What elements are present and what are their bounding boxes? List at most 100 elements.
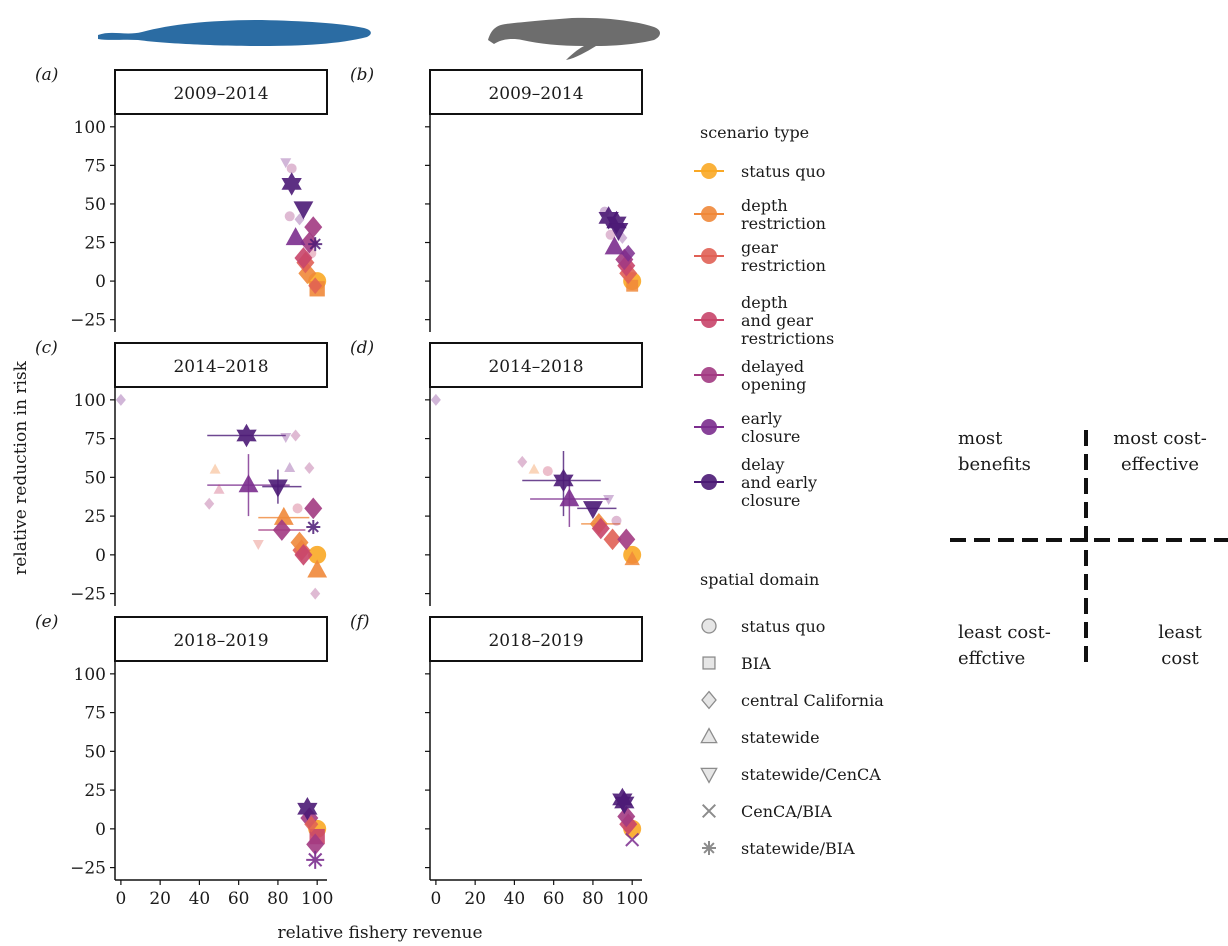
data-point <box>280 158 292 169</box>
legend-label: status quo <box>741 617 825 636</box>
legend-label: CenCA/BIA <box>741 802 832 821</box>
strip-label: 2018–2019 <box>173 631 268 651</box>
x-tick-label: 0 <box>115 889 126 909</box>
x-tick-label: 80 <box>267 889 289 909</box>
data-point <box>306 833 325 856</box>
panel-tag: (e) <box>35 612 58 632</box>
x-tick-label: 40 <box>504 889 526 909</box>
panels: (a) 2009–2014 100 75 50 25 0 −25 (b) 2009–2014 (c)… <box>35 65 648 909</box>
legend-label: restrictions <box>741 329 834 348</box>
data-point <box>553 468 574 493</box>
legend-label: closure <box>741 427 800 446</box>
strip-label: 2009–2014 <box>488 84 583 104</box>
strip-label: 2014–2018 <box>173 357 268 377</box>
legend-label: central California <box>741 691 884 710</box>
y-tick-label: 25 <box>84 234 106 254</box>
y-tick-label: 75 <box>84 704 106 724</box>
y-tick-label: 0 <box>95 546 106 566</box>
legend-key-marker <box>701 163 717 179</box>
legend-shape-icon <box>702 841 716 855</box>
x-tick-label: 100 <box>616 889 648 909</box>
data-point <box>625 832 640 847</box>
data-point <box>236 423 257 448</box>
quadrant-label-bottom-left: effctive <box>958 648 1025 669</box>
y-tick-label: −25 <box>70 311 106 331</box>
data-point <box>624 551 640 566</box>
data-point <box>268 479 288 498</box>
legend-label: opening <box>741 375 806 394</box>
data-point <box>304 815 319 833</box>
legend-shape-icon <box>702 656 716 670</box>
data-point <box>617 805 636 828</box>
legend-spatial-domain: spatial domain status quo BIA central Calif… <box>700 570 884 858</box>
strip-label: 2009–2014 <box>173 84 268 104</box>
legend-label: delay <box>741 455 784 474</box>
panel-tag: (c) <box>35 338 58 358</box>
strip-label: 2018–2019 <box>488 631 583 651</box>
legend-key-marker <box>701 312 717 328</box>
strip-box <box>114 342 328 388</box>
legend-title: spatial domain <box>700 570 819 589</box>
panel-tag: (b) <box>350 65 374 85</box>
x-tick-label: 60 <box>228 889 250 909</box>
quadrant-label-top-right: effective <box>1121 454 1199 475</box>
data-point <box>297 797 318 821</box>
data-point <box>308 277 323 295</box>
panel-c: (c) 2014–2018 100 75 50 25 0 −25 <box>35 338 328 606</box>
data-point <box>280 433 292 444</box>
y-tick-label: 50 <box>84 468 106 488</box>
legend-item-triangle: statewide <box>700 727 820 747</box>
panel-d: (d) 2014–2018 <box>350 338 643 606</box>
data-point <box>310 587 321 600</box>
data-point <box>517 455 528 468</box>
data-point <box>304 497 323 520</box>
legend-label: restriction <box>741 256 826 275</box>
data-point <box>307 559 328 578</box>
legend-key-marker <box>701 474 717 490</box>
y-tick-label: −25 <box>70 585 106 605</box>
quadrant-label-top-left: most <box>958 428 1003 449</box>
data-point <box>591 517 610 540</box>
quadrant-label-top-left: benefits <box>958 454 1031 475</box>
x-tick-label: 0 <box>430 889 441 909</box>
legend-shape-icon <box>701 618 717 634</box>
data-point <box>284 462 296 473</box>
data-point <box>300 807 319 829</box>
data-point <box>204 497 215 510</box>
legend-key-marker <box>701 419 717 435</box>
whale-icons <box>98 17 660 60</box>
data-point <box>281 172 302 196</box>
panel-tag: (a) <box>35 65 58 85</box>
data-point <box>611 515 622 526</box>
data-point <box>308 545 327 564</box>
panel-b: (b) 2009–2014 <box>350 65 643 332</box>
legend-label: depth <box>741 196 788 215</box>
x-axis-title: relative fishery revenue <box>277 923 482 943</box>
data-point <box>285 227 306 246</box>
x-tick-label: 100 <box>301 889 333 909</box>
y-tick-label: 25 <box>84 507 106 527</box>
quadrant-label-top-right: most cost- <box>1113 428 1207 449</box>
legend-label: statewide/CenCA <box>741 765 881 784</box>
legend-item-circle: status quo <box>701 617 825 636</box>
data-point <box>308 237 323 252</box>
data-point <box>294 544 313 566</box>
y-tick-label: 100 <box>74 391 106 411</box>
data-point <box>286 163 297 174</box>
legend-key-marker <box>701 206 717 222</box>
data-point <box>604 236 625 255</box>
quadrant-label-bottom-left: least cost- <box>958 622 1051 643</box>
legend-label: statewide <box>741 728 820 747</box>
legend-item-status-quo: status quo <box>694 162 825 181</box>
x-tick-label: 60 <box>543 889 565 909</box>
legend-shape-icon <box>700 767 718 784</box>
data-point <box>605 229 616 240</box>
legend-label: early <box>741 409 782 428</box>
data-point <box>603 495 615 506</box>
data-point <box>304 462 315 475</box>
strip-box <box>429 69 643 115</box>
humpback-whale-icon <box>488 17 660 60</box>
